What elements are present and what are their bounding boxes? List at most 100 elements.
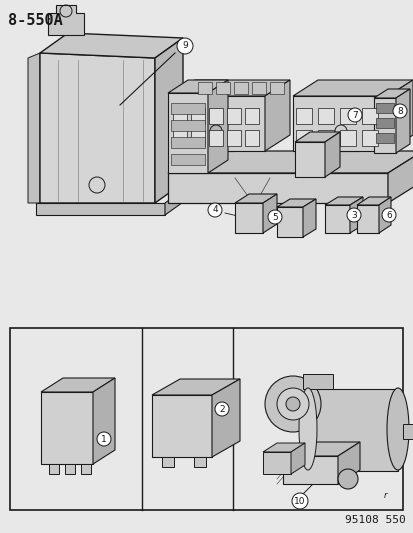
Polygon shape	[324, 197, 362, 205]
Circle shape	[337, 469, 357, 489]
Circle shape	[207, 203, 221, 217]
Polygon shape	[207, 80, 228, 173]
Polygon shape	[302, 374, 332, 389]
Text: 1: 1	[101, 434, 107, 443]
Polygon shape	[216, 82, 230, 94]
Polygon shape	[349, 197, 362, 233]
Polygon shape	[302, 199, 315, 237]
Polygon shape	[161, 457, 173, 467]
Circle shape	[214, 402, 228, 416]
Polygon shape	[337, 442, 359, 484]
Polygon shape	[211, 379, 240, 457]
Polygon shape	[317, 108, 333, 124]
Polygon shape	[168, 151, 413, 173]
Polygon shape	[339, 108, 355, 124]
Polygon shape	[402, 424, 413, 439]
Text: 3: 3	[350, 211, 356, 220]
Polygon shape	[294, 142, 324, 177]
Text: 9: 9	[182, 42, 188, 51]
Polygon shape	[375, 103, 393, 113]
Polygon shape	[244, 130, 259, 146]
Circle shape	[264, 376, 320, 432]
Polygon shape	[168, 173, 387, 203]
Circle shape	[346, 208, 360, 222]
Polygon shape	[36, 203, 165, 215]
Text: 8-550A: 8-550A	[8, 13, 63, 28]
Polygon shape	[324, 132, 339, 177]
Polygon shape	[375, 133, 393, 143]
Polygon shape	[173, 108, 187, 124]
Polygon shape	[190, 130, 204, 146]
Polygon shape	[276, 199, 315, 207]
Polygon shape	[40, 33, 183, 58]
Polygon shape	[262, 452, 290, 474]
Polygon shape	[276, 207, 302, 237]
Polygon shape	[356, 197, 390, 205]
Polygon shape	[194, 457, 206, 467]
Polygon shape	[209, 130, 223, 146]
Polygon shape	[307, 389, 397, 471]
Text: 4: 4	[212, 206, 217, 214]
Text: 95108 550: 95108 550	[344, 515, 405, 525]
Polygon shape	[152, 395, 211, 457]
Polygon shape	[154, 38, 183, 203]
Polygon shape	[171, 103, 204, 114]
Ellipse shape	[298, 388, 316, 470]
Polygon shape	[197, 82, 211, 94]
Polygon shape	[387, 80, 412, 151]
Polygon shape	[49, 464, 59, 474]
Text: 5: 5	[271, 213, 277, 222]
Polygon shape	[235, 194, 276, 203]
Bar	[0, 0, 413, 243]
Polygon shape	[295, 108, 311, 124]
Polygon shape	[387, 151, 413, 203]
Text: 8: 8	[396, 107, 402, 116]
Text: 2: 2	[218, 405, 224, 414]
Polygon shape	[152, 379, 240, 395]
Text: 7: 7	[351, 110, 357, 119]
Ellipse shape	[386, 388, 408, 470]
Polygon shape	[226, 108, 240, 124]
Polygon shape	[173, 130, 187, 146]
Polygon shape	[294, 132, 339, 142]
Polygon shape	[262, 443, 304, 452]
Circle shape	[177, 38, 192, 54]
Polygon shape	[48, 5, 84, 35]
Polygon shape	[339, 130, 355, 146]
Polygon shape	[378, 197, 390, 233]
Polygon shape	[171, 120, 204, 131]
Polygon shape	[170, 80, 289, 96]
Circle shape	[267, 210, 281, 224]
Polygon shape	[290, 443, 304, 474]
Polygon shape	[395, 89, 409, 153]
Circle shape	[347, 108, 361, 122]
Circle shape	[285, 397, 299, 411]
Polygon shape	[171, 137, 204, 148]
Polygon shape	[168, 93, 207, 173]
Polygon shape	[65, 464, 75, 474]
Polygon shape	[322, 125, 358, 151]
Polygon shape	[252, 82, 266, 94]
Polygon shape	[375, 118, 393, 128]
Polygon shape	[171, 154, 204, 165]
Polygon shape	[226, 130, 240, 146]
Polygon shape	[165, 189, 184, 215]
Polygon shape	[41, 378, 115, 392]
Polygon shape	[41, 392, 93, 464]
Polygon shape	[292, 80, 412, 96]
Polygon shape	[292, 96, 387, 151]
Circle shape	[392, 104, 406, 118]
Polygon shape	[269, 82, 283, 94]
Polygon shape	[282, 456, 337, 484]
Circle shape	[97, 432, 111, 446]
Polygon shape	[40, 53, 154, 203]
Polygon shape	[361, 108, 377, 124]
Polygon shape	[197, 125, 233, 151]
Polygon shape	[190, 108, 204, 124]
Polygon shape	[81, 464, 91, 474]
Text: 6: 6	[385, 211, 391, 220]
Circle shape	[381, 208, 395, 222]
Polygon shape	[93, 378, 115, 464]
Polygon shape	[282, 442, 359, 456]
Polygon shape	[361, 130, 377, 146]
